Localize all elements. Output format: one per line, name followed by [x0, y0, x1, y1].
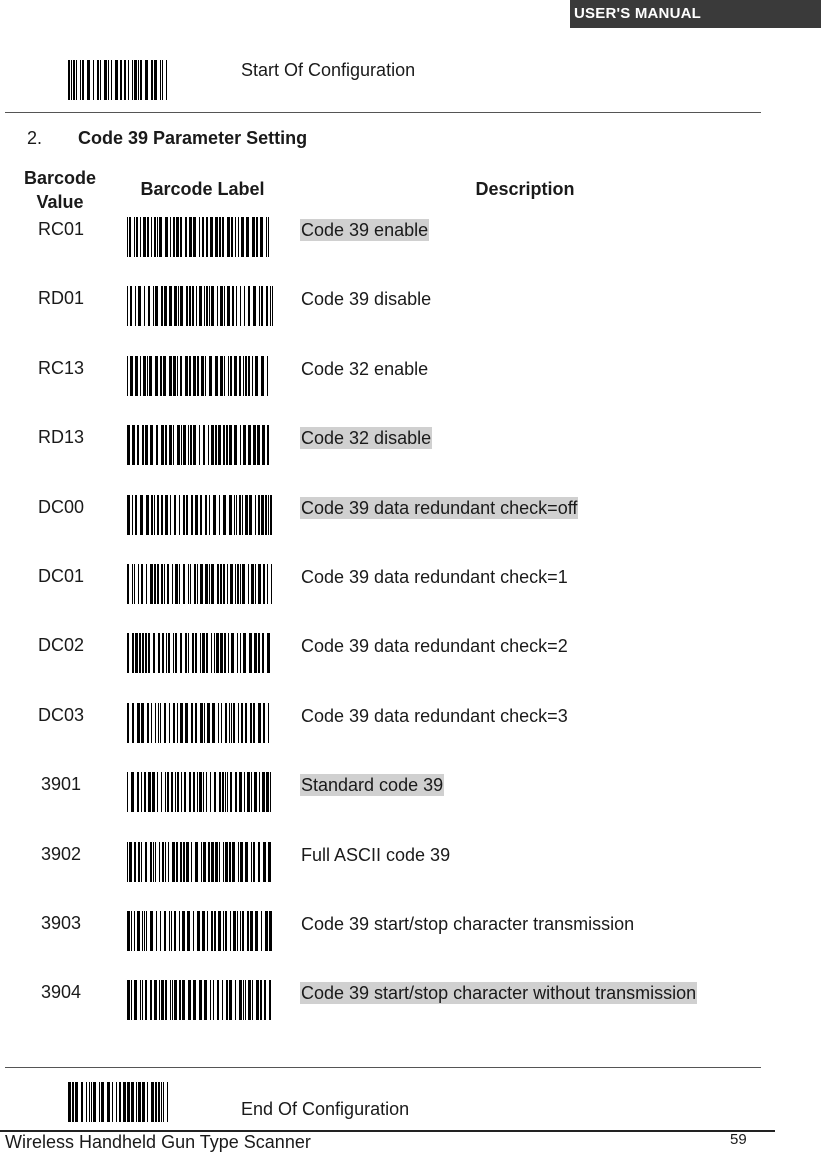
barcode-description: Standard code 39	[300, 774, 445, 796]
table-row: RC01 Code 39 enable	[0, 217, 821, 263]
table-row: RC13 Code 32 enable	[0, 356, 821, 402]
manual-header-badge: USER'S MANUAL	[570, 0, 821, 28]
barcode-image	[127, 286, 273, 326]
barcode-image	[127, 217, 269, 257]
start-config-label: Start Of Configuration	[241, 60, 416, 80]
section-title: Code 39 Parameter Setting	[78, 128, 308, 148]
table-row: 3903 Code 39 start/stop character transmi…	[0, 911, 821, 957]
barcode-value: RC01	[37, 219, 85, 239]
bottom-divider	[5, 1067, 761, 1068]
header-barcode-label: Barcode Label	[140, 179, 265, 199]
barcode-description: Full ASCII code 39	[301, 845, 451, 865]
end-config-barcode	[68, 1082, 168, 1122]
barcode-value: RD01	[37, 288, 85, 308]
barcode-value: DC03	[37, 705, 85, 725]
barcode-image	[127, 633, 270, 673]
table-row: RD01 Code 39 disable	[0, 286, 821, 332]
barcode-image	[127, 356, 268, 396]
barcode-value: RC13	[37, 358, 85, 378]
barcode-image	[127, 842, 271, 882]
barcode-value: DC02	[37, 635, 85, 655]
footer-rule	[0, 1130, 775, 1132]
barcode-image	[127, 703, 269, 743]
table-row: RD13 Code 32 disable	[0, 425, 821, 471]
barcode-value: 3903	[40, 913, 82, 933]
barcode-description: Code 39 start/stop character transmissio…	[301, 914, 635, 934]
table-row: DC03 Code 39 data redundant check=3	[0, 703, 821, 749]
table-row: 3904 Code 39 start/stop character without…	[0, 980, 821, 1026]
barcode-image	[127, 772, 271, 812]
section-number: 2.	[27, 128, 43, 148]
barcode-image	[127, 980, 271, 1020]
barcode-image	[127, 495, 272, 535]
barcode-description: Code 32 disable	[300, 427, 433, 449]
barcode-description: Code 39 data redundant check=3	[301, 706, 568, 726]
table-row: DC02 Code 39 data redundant check=2	[0, 633, 821, 679]
header-description: Description	[475, 179, 575, 199]
barcode-image	[127, 564, 272, 604]
barcode-description: Code 39 start/stop character without tra…	[300, 982, 698, 1004]
barcode-description: Code 39 data redundant check=off	[300, 497, 579, 519]
barcode-description: Code 39 data redundant check=2	[301, 636, 568, 656]
barcode-value: DC01	[37, 566, 85, 586]
table-row: DC00 Code 39 data redundant check=off	[0, 495, 821, 541]
end-config-label: End Of Configuration	[241, 1099, 410, 1119]
barcode-image	[127, 425, 269, 465]
header-barcode-value: Barcode Value	[23, 168, 97, 212]
barcode-image	[127, 911, 272, 951]
table-row: 3901 Standard code 39	[0, 772, 821, 818]
barcode-description: Code 39 data redundant check=1	[301, 567, 568, 587]
start-config-barcode	[68, 60, 167, 100]
footer-title: Wireless Handheld Gun Type Scanner	[5, 1132, 311, 1152]
barcode-description: Code 39 disable	[301, 289, 432, 309]
top-divider	[5, 112, 761, 113]
table-row: 3902 Full ASCII code 39	[0, 842, 821, 888]
barcode-value: RD13	[37, 427, 85, 447]
table-row: DC01 Code 39 data redundant check=1	[0, 564, 821, 610]
page-number: 59	[730, 1131, 747, 1148]
barcode-value: 3901	[40, 774, 82, 794]
barcode-value: 3902	[40, 844, 82, 864]
barcode-description: Code 32 enable	[301, 359, 429, 379]
barcode-description: Code 39 enable	[300, 219, 430, 241]
barcode-value: DC00	[37, 497, 85, 517]
barcode-value: 3904	[40, 982, 82, 1002]
